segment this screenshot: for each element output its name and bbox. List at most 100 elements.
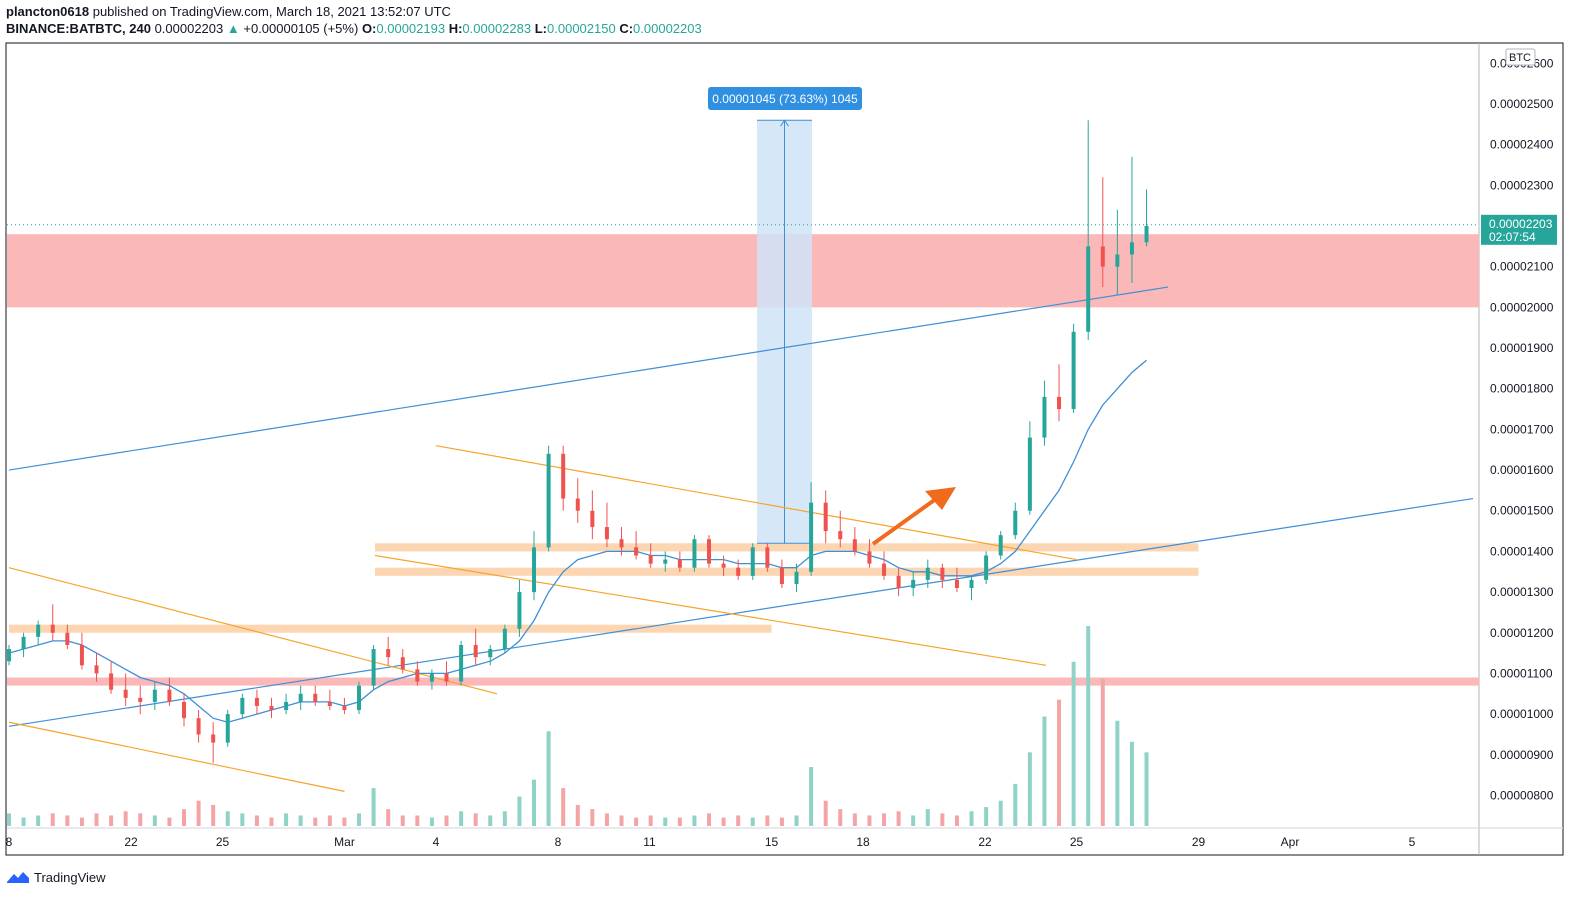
candle-body[interactable] (65, 632, 70, 645)
symbol-label[interactable]: BINANCE:BATBTC, 240 (6, 21, 151, 36)
support-level-2[interactable] (375, 543, 1199, 552)
candle-body[interactable] (123, 689, 128, 698)
candle-body[interactable] (648, 555, 653, 564)
orange-trend-line-6[interactable] (8, 721, 345, 792)
candle-body[interactable] (196, 718, 201, 735)
candle-body[interactable] (1115, 254, 1120, 267)
candle-body[interactable] (284, 701, 289, 711)
candle-body[interactable] (779, 567, 784, 584)
candle-body[interactable] (1042, 396, 1047, 438)
candle-body[interactable] (342, 705, 347, 711)
candle-body[interactable] (327, 701, 332, 706)
candle-body[interactable] (269, 705, 274, 711)
blue-trend-line-2[interactable] (8, 497, 1474, 727)
candle-body[interactable] (925, 567, 930, 580)
candle-body[interactable] (750, 547, 755, 576)
candle-body[interactable] (109, 673, 114, 690)
candle-body[interactable] (692, 539, 697, 568)
candle-body[interactable] (604, 527, 609, 540)
currency-badge[interactable] (1505, 48, 1536, 66)
candle-body[interactable] (36, 624, 41, 637)
candle-body[interactable] (954, 579, 959, 589)
volume-bar (1057, 699, 1062, 826)
candle-body[interactable] (371, 649, 376, 686)
candle-body[interactable] (79, 644, 84, 666)
candle-body[interactable] (984, 555, 989, 580)
candle-body[interactable] (473, 644, 478, 658)
candle-body[interactable] (488, 649, 493, 658)
candle-body[interactable] (429, 673, 434, 682)
candle-body[interactable] (575, 498, 580, 511)
candle-body[interactable] (794, 571, 799, 584)
candle-body[interactable] (882, 563, 887, 576)
candle-body[interactable] (7, 649, 11, 662)
candle-body[interactable] (357, 685, 362, 711)
candle-body[interactable] (561, 453, 566, 499)
candle-body[interactable] (765, 547, 770, 568)
support-level-3[interactable] (375, 567, 1199, 576)
candle-body[interactable] (590, 510, 595, 528)
orange-arrow-head[interactable] (925, 487, 956, 510)
candle-body[interactable] (400, 657, 405, 670)
last-price-badge[interactable] (1481, 214, 1557, 245)
candle-body[interactable] (823, 502, 828, 532)
support-zone[interactable] (7, 677, 1479, 686)
brand-name[interactable]: TradingView (34, 869, 106, 885)
candle-body[interactable] (1129, 242, 1134, 255)
candle-body[interactable] (211, 734, 216, 743)
candle-body[interactable] (1086, 246, 1091, 332)
candle-body[interactable] (721, 563, 726, 568)
candle-body[interactable] (707, 539, 712, 564)
candle-body[interactable] (502, 628, 507, 650)
candle-body[interactable] (852, 539, 857, 552)
candle-body[interactable] (415, 669, 420, 682)
candle-body[interactable] (867, 551, 872, 564)
candle-body[interactable] (386, 649, 391, 658)
candle-body[interactable] (1013, 510, 1018, 536)
candle-body[interactable] (167, 689, 172, 702)
candle-body[interactable] (254, 697, 259, 706)
candle-body[interactable] (940, 567, 945, 580)
candle-body[interactable] (896, 575, 901, 589)
candle-body[interactable] (969, 579, 974, 589)
candle-body[interactable] (838, 531, 843, 540)
candle-body[interactable] (313, 693, 318, 702)
author-name[interactable]: plancton0618 (6, 4, 90, 19)
candle-body[interactable] (911, 579, 916, 589)
candle-body[interactable] (677, 559, 682, 568)
candle-body[interactable] (138, 697, 143, 702)
candle-body[interactable] (1027, 437, 1032, 511)
candle-body[interactable] (152, 689, 157, 702)
candle-body[interactable] (1100, 246, 1105, 267)
resistance-zone[interactable] (7, 234, 1479, 308)
candle-body[interactable] (619, 539, 624, 548)
candle-body[interactable] (94, 665, 99, 674)
orange-trend-line-4[interactable] (374, 554, 1047, 666)
candle-body[interactable] (634, 547, 639, 556)
orange-trend-line-3[interactable] (435, 445, 1077, 561)
candle-body[interactable] (225, 714, 230, 743)
candle-body[interactable] (1057, 396, 1062, 410)
orange-arrow-shaft[interactable] (871, 494, 942, 546)
candle-body[interactable] (663, 559, 668, 564)
candle-body[interactable] (517, 592, 522, 629)
candle-body[interactable] (1071, 331, 1076, 410)
volume-bar (736, 815, 741, 826)
candle-body[interactable] (809, 502, 814, 572)
support-level-1[interactable] (9, 624, 772, 633)
candle-body[interactable] (1144, 226, 1149, 243)
candle-body[interactable] (546, 453, 551, 548)
candle-body[interactable] (736, 567, 741, 576)
candle-body[interactable] (998, 535, 1003, 556)
candle-body[interactable] (240, 697, 245, 715)
tradingview-logo-icon[interactable] (6, 870, 30, 884)
candle-body[interactable] (459, 644, 464, 682)
candle-body[interactable] (21, 636, 26, 650)
candle-body[interactable] (532, 547, 537, 593)
candle-body[interactable] (50, 624, 55, 633)
candle-body[interactable] (182, 701, 187, 719)
candle-body[interactable] (298, 693, 303, 702)
candle-body[interactable] (444, 673, 449, 682)
blue-trend-line-1[interactable] (8, 286, 1169, 471)
